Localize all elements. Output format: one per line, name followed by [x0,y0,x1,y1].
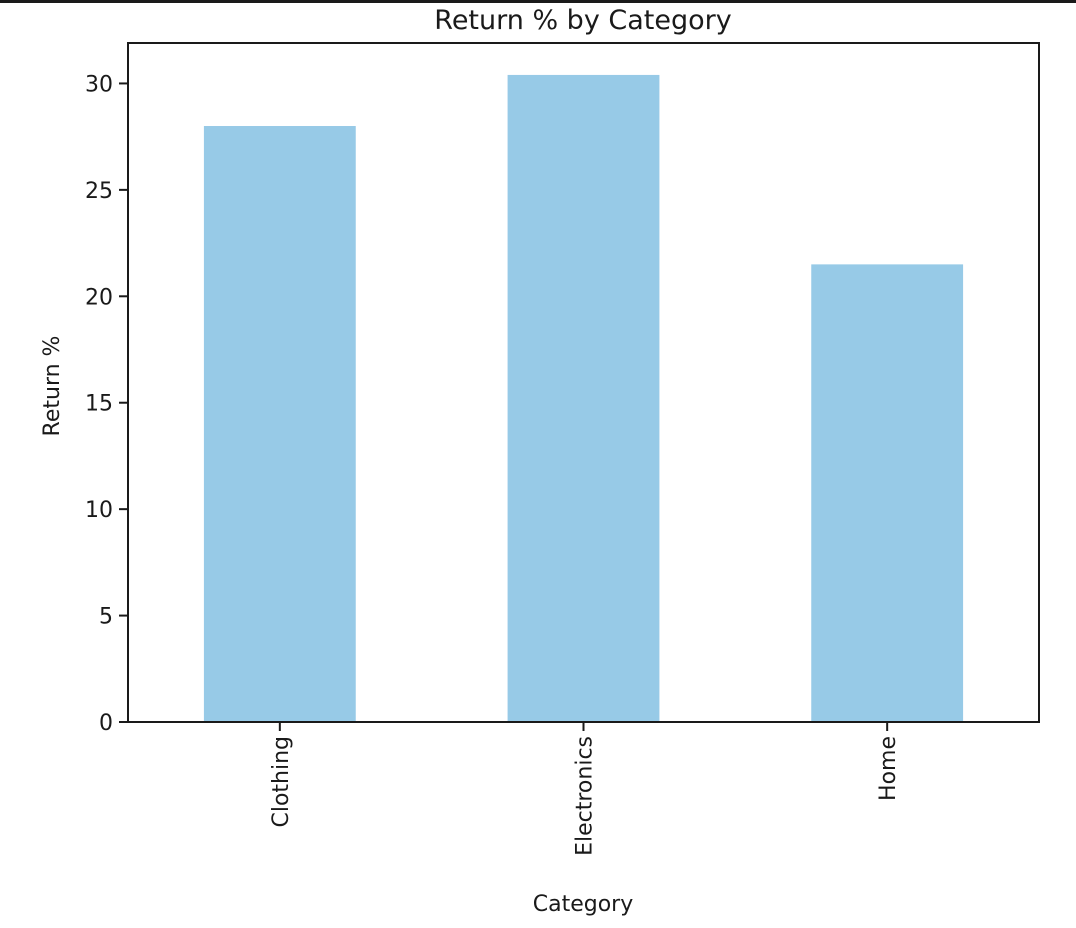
y-tick-label: 10 [85,498,113,523]
x-axis: Clothing Electronics Home [269,722,901,856]
chart-title: Return % by Category [434,5,731,36]
x-axis-label: Category [533,892,634,917]
x-tick-label: Home [876,736,901,801]
bar-electronics [507,74,660,722]
y-tick-label: 25 [85,179,113,204]
y-tick-label: 0 [99,711,113,736]
x-tick-label: Electronics [573,736,598,856]
y-tick-label: 5 [99,605,113,630]
bar-home [811,264,964,722]
x-tick-label: Clothing [269,736,294,828]
y-tick-label: 30 [85,72,113,97]
y-tick-label: 20 [85,285,113,310]
top-border [0,0,1076,3]
bars [203,74,964,722]
y-axis: 0 5 10 15 20 25 30 [85,72,128,736]
y-tick-label: 15 [85,392,113,417]
y-axis-label: Return % [40,336,65,437]
bar-clothing [203,126,356,722]
